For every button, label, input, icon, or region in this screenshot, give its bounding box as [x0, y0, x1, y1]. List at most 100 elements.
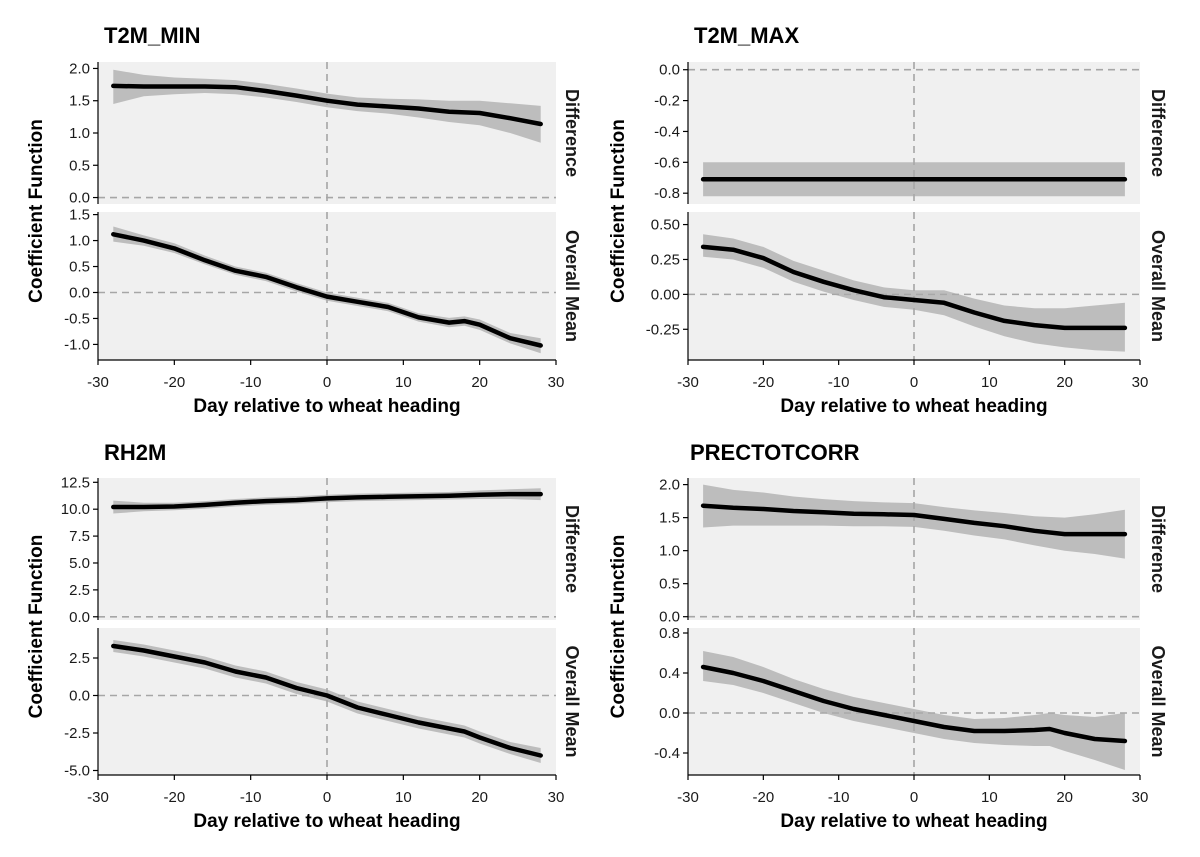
confidence-band	[113, 640, 541, 763]
y-tick-label: -1.0	[64, 336, 90, 353]
chart-3: RH2M 0.0 2.5 5.0 7.5 10.0 12.5 Difference -5.0 -2…	[26, 440, 582, 832]
x-tick-label: 10	[395, 374, 412, 391]
y-tick-label: 0.0	[69, 609, 90, 626]
x-tick-label: -20	[752, 374, 774, 391]
facet-strip-label: Overall Mean	[562, 230, 582, 342]
facet-strip-label: Difference	[1148, 89, 1168, 177]
y-tick-label: 0.0	[659, 609, 680, 626]
y-tick-label: 0.4	[659, 665, 680, 682]
y-tick-label: 1.0	[69, 125, 90, 142]
x-tick-label: 20	[1056, 374, 1073, 391]
x-tick-label: -20	[752, 789, 774, 806]
y-tick-label: 2.0	[659, 477, 680, 494]
x-axis-title: Day relative to wheat heading	[780, 396, 1047, 417]
y-tick-label: -0.6	[654, 154, 680, 171]
facet-overall-mean: -0.25 0.00 0.25 0.50 Overall Mean -30 -20 -10 0 1…	[646, 212, 1168, 417]
x-axis-title: Day relative to wheat heading	[193, 811, 460, 832]
series-line	[111, 643, 543, 758]
y-tick-label: 0.00	[651, 286, 680, 303]
x-tick-label: -10	[240, 789, 262, 806]
y-tick-label: 0.5	[69, 157, 90, 174]
x-tick-label: -10	[828, 374, 850, 391]
y-tick-label: 0.5	[69, 259, 90, 276]
x-tick-label: -30	[677, 374, 699, 391]
y-tick-label: 2.5	[69, 582, 90, 599]
x-tick-label: 10	[981, 789, 998, 806]
x-tick-label: 0	[910, 789, 918, 806]
x-tick-label: 30	[548, 789, 565, 806]
facet-overall-mean: -0.4 0.0 0.4 0.8 Overall Mean -30 -20 -10 0 10 20 3…	[654, 625, 1168, 832]
x-tick-label: 10	[981, 374, 998, 391]
series-line	[111, 491, 543, 510]
x-tick-label: 30	[548, 374, 565, 391]
y-tick-label: 2.0	[69, 60, 90, 77]
y-tick-label: 0.50	[651, 217, 680, 234]
facet-difference: 0.0 0.5 1.0 1.5 2.0 Difference	[69, 60, 582, 206]
x-tick-label: 0	[323, 374, 331, 391]
chart-title: RH2M	[104, 440, 166, 465]
facet-strip-label: Difference	[1148, 505, 1168, 593]
series-line	[700, 244, 1128, 331]
y-tick-label: 1.5	[659, 510, 680, 527]
y-tick-label: -2.5	[64, 725, 90, 742]
y-tick-label: -0.4	[654, 123, 680, 140]
x-tick-label: 30	[1132, 374, 1149, 391]
x-axis-title: Day relative to wheat heading	[193, 396, 460, 417]
x-tick-label: 20	[1056, 789, 1073, 806]
y-tick-label: 1.5	[69, 93, 90, 110]
y-tick-label: -0.5	[64, 310, 90, 327]
y-axis-title: Coefficient Function	[608, 535, 629, 719]
x-tick-label: 30	[1132, 789, 1149, 806]
series-line	[700, 664, 1128, 744]
confidence-band	[703, 484, 1125, 559]
facet-strip-label: Difference	[562, 89, 582, 177]
series-line	[700, 503, 1128, 537]
y-tick-label: -0.2	[654, 93, 680, 110]
facet-strip-label: Difference	[562, 505, 582, 593]
facet-overall-mean: -5.0 -2.5 0.0 2.5 Overall Mean -30 -20 -10 0 10 20…	[64, 628, 582, 832]
facet-strip-label: Overall Mean	[562, 645, 582, 757]
x-axis-title: Day relative to wheat heading	[780, 811, 1047, 832]
facet-overall-mean: -1.0 -0.5 0.0 0.5 1.0 1.5 Overall Mean -30 -20 -1…	[64, 207, 582, 417]
chart-1: T2M_MIN 0.0 0.5 1.0 1.5 2.0 Difference -1.0 -0.5…	[26, 23, 582, 417]
y-tick-label: 0.0	[69, 190, 90, 207]
x-tick-label: 20	[471, 789, 488, 806]
y-tick-label: 1.0	[659, 543, 680, 560]
facet-strip-label: Overall Mean	[1148, 645, 1168, 757]
x-tick-label: 0	[910, 374, 918, 391]
x-tick-label: 0	[323, 789, 331, 806]
y-tick-label: 10.0	[61, 501, 90, 518]
y-tick-label: -0.8	[654, 185, 680, 202]
x-tick-label: -10	[240, 374, 262, 391]
y-tick-label: 0.8	[659, 625, 680, 642]
y-tick-label: 1.0	[69, 233, 90, 250]
x-tick-label: 20	[471, 374, 488, 391]
chart-title: T2M_MIN	[104, 23, 201, 48]
facet-difference: -0.8 -0.6 -0.4 -0.2 0.0 Difference	[654, 62, 1168, 204]
y-tick-label: 0.0	[69, 688, 90, 705]
y-tick-label: 1.5	[69, 207, 90, 224]
y-tick-label: 0.0	[69, 284, 90, 301]
series-line	[111, 83, 543, 127]
y-tick-label: -0.4	[654, 745, 680, 762]
y-tick-label: -0.25	[646, 321, 680, 338]
y-tick-label: 0.5	[659, 576, 680, 593]
x-tick-label: -30	[677, 789, 699, 806]
y-tick-label: 0.25	[651, 251, 680, 268]
y-tick-label: 2.5	[69, 650, 90, 667]
x-tick-label: 10	[395, 789, 412, 806]
facet-difference: 0.0 2.5 5.0 7.5 10.0 12.5 Difference	[61, 474, 582, 625]
y-tick-label: 5.0	[69, 555, 90, 572]
chart-title: T2M_MAX	[694, 23, 799, 48]
y-axis-title: Coefficient Function	[26, 535, 47, 719]
facet-strip-label: Overall Mean	[1148, 230, 1168, 342]
y-tick-label: 0.0	[659, 62, 680, 79]
chart-4: PRECTOTCORR 0.0 0.5 1.0 1.5 2.0 Difference -0.4…	[608, 440, 1168, 832]
confidence-band	[703, 651, 1125, 770]
facet-difference: 0.0 0.5 1.0 1.5 2.0 Difference	[659, 477, 1168, 626]
x-tick-label: -30	[87, 789, 109, 806]
x-tick-label: -30	[87, 374, 109, 391]
series-line	[111, 232, 543, 348]
x-tick-label: -20	[163, 374, 185, 391]
